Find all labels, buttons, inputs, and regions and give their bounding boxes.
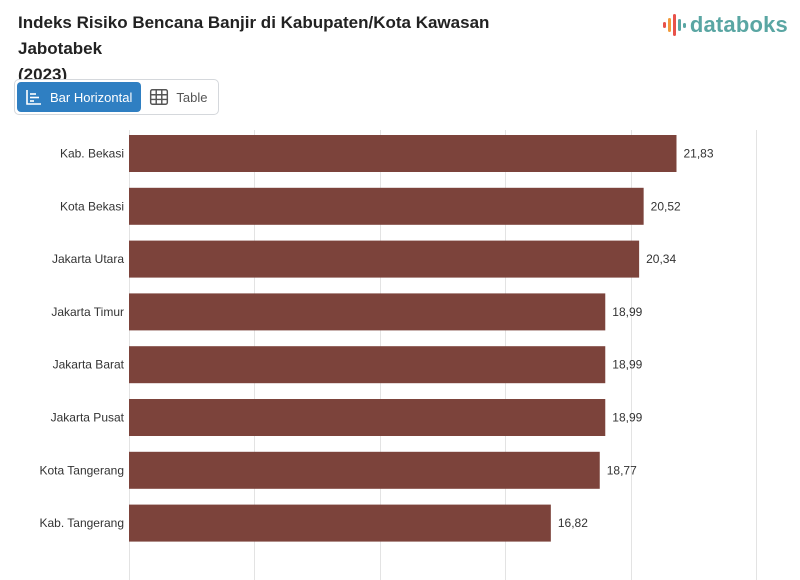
category-label: Jakarta Barat: [53, 358, 125, 372]
category-label: Kota Bekasi: [60, 199, 124, 213]
value-label: 18,99: [612, 411, 642, 425]
databoks-logo: databoks: [662, 10, 788, 40]
bar-horizontal-button[interactable]: Bar Horizontal: [17, 82, 142, 112]
chart-title: Indeks Risiko Bencana Banjir di Kabupate…: [18, 10, 578, 88]
bar-row: Kab. Bekasi 21,83: [60, 135, 714, 172]
bar[interactable]: [129, 399, 606, 436]
bar-row: Jakarta Utara 20,34: [52, 240, 676, 278]
bar-row: Jakarta Timur 18,99: [51, 293, 643, 331]
bar[interactable]: [129, 451, 600, 489]
logo-text: databoks: [689, 12, 788, 37]
table-icon: [150, 89, 169, 105]
bar[interactable]: [129, 346, 606, 384]
bar[interactable]: [129, 187, 644, 225]
value-label: 21,83: [683, 147, 713, 161]
category-label: Kab. Bekasi: [60, 147, 124, 161]
value-label: 18,77: [607, 463, 637, 477]
value-label: 20,52: [651, 199, 681, 213]
value-label: 18,99: [612, 358, 642, 372]
value-label: 16,82: [558, 516, 588, 530]
category-label: Jakarta Pusat: [51, 411, 125, 425]
bar[interactable]: [129, 504, 551, 542]
bar-row: Jakarta Pusat 18,99: [51, 399, 643, 436]
bar[interactable]: [129, 135, 677, 172]
bar-row: Kota Tangerang 18,77: [39, 451, 637, 489]
bar-row: Kab. Tangerang 16,82: [39, 504, 588, 542]
bar-row: Kota Bekasi 20,52: [60, 187, 681, 225]
bar[interactable]: [129, 240, 640, 278]
chart-title-line-1: Indeks Risiko Bencana Banjir di Kabupate…: [18, 13, 490, 58]
bar-chart: Kab. Bekasi 21,83 Kota Bekasi 20,52 Jakarta …: [39, 130, 757, 580]
category-label: Jakarta Utara: [52, 252, 124, 266]
bar-row: Jakarta Barat 18,99: [53, 346, 643, 384]
bar[interactable]: [129, 293, 606, 331]
bar-chart-icon: [26, 90, 41, 105]
view-toggle: Bar Horizontal Table: [14, 79, 220, 115]
category-label: Kota Tangerang: [39, 463, 124, 477]
table-label: Table: [176, 89, 208, 105]
databoks-logo-icon: [662, 14, 686, 36]
value-label: 18,99: [612, 305, 642, 319]
value-label: 20,34: [646, 252, 676, 266]
category-label: Kab. Tangerang: [39, 516, 124, 530]
bar-horizontal-label: Bar Horizontal: [50, 89, 133, 105]
category-label: Jakarta Timur: [51, 305, 124, 319]
table-button[interactable]: Table: [141, 82, 216, 112]
